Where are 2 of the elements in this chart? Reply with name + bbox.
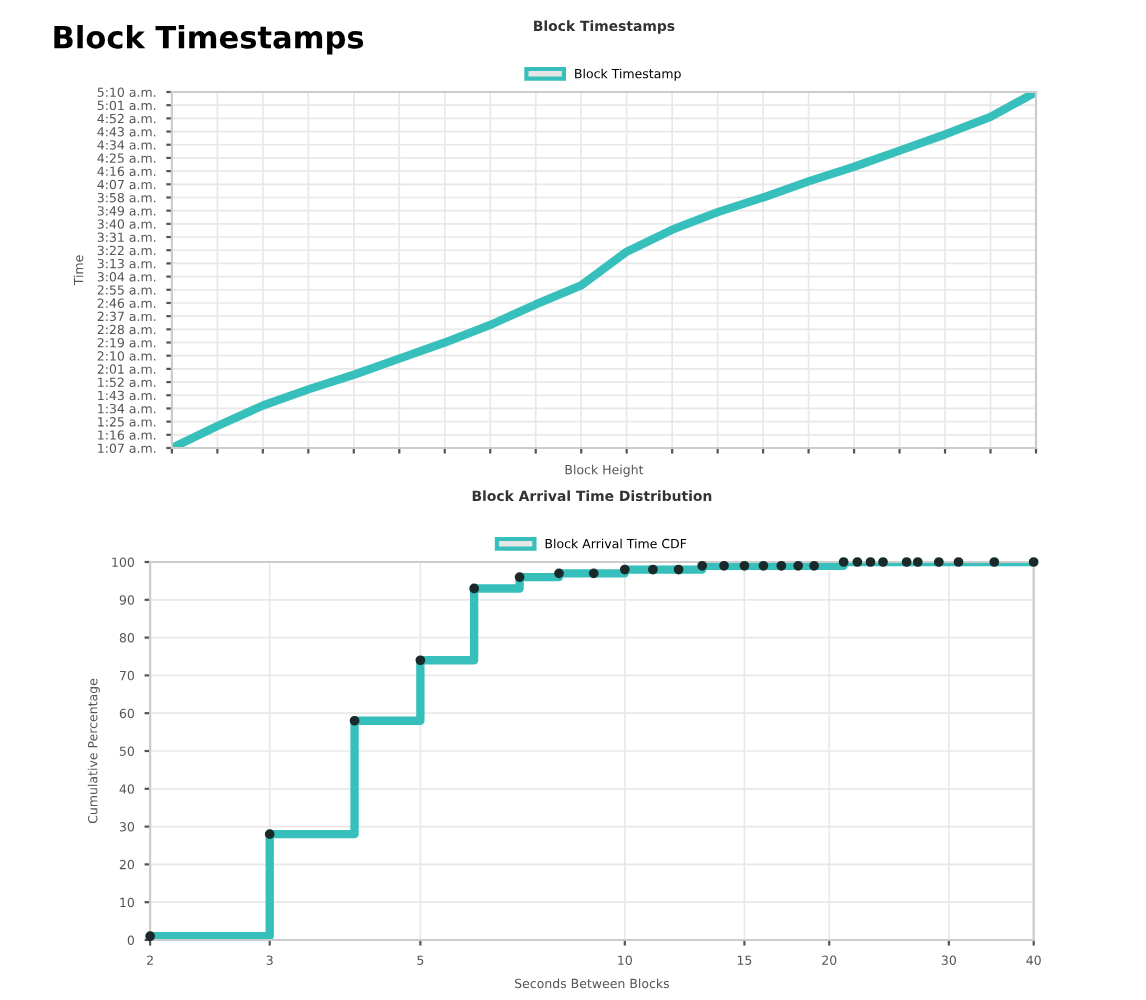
line-series [171, 92, 1036, 448]
text: Block Timestamps [54, 25, 364, 55]
